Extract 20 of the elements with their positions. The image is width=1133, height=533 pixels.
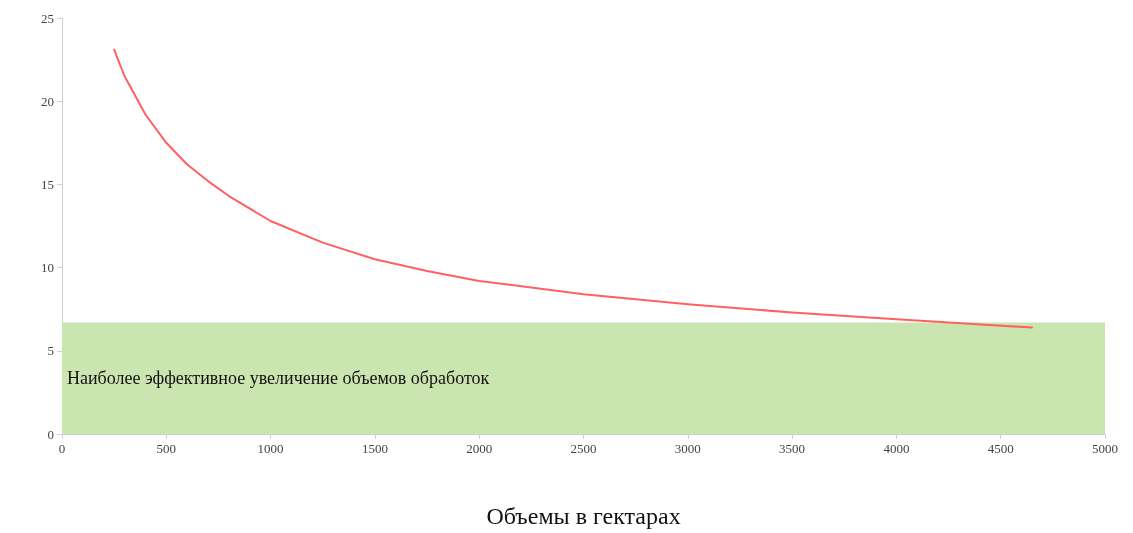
x-tick-label: 2000 (466, 441, 493, 456)
x-tick-label: 4000 (883, 441, 910, 456)
y-tick-label: 15 (41, 176, 54, 192)
x-tick-label: 3000 (674, 441, 701, 456)
x-tick-label: 1500 (361, 441, 388, 456)
x-tick-label: 1000 (257, 441, 284, 456)
x-tick-label: 4500 (987, 441, 1014, 456)
y-tick-label: 5 (47, 343, 54, 359)
x-tick-label: 3500 (779, 441, 806, 456)
x-tick-label: 2500 (570, 441, 597, 456)
y-tick-label: 20 (41, 93, 54, 109)
x-tick-label: 0 (58, 441, 66, 456)
y-tick-label: 10 (41, 260, 54, 276)
y-tick-label: 0 (47, 426, 54, 442)
band-label: Наиболее эффективное увеличение объемов обработок (67, 368, 490, 389)
y-tick-label: 25 (41, 10, 54, 26)
x-axis-title: Объемы в гектарах (486, 503, 681, 529)
x-tick-label: 5000 (1092, 441, 1118, 456)
line-series (113, 48, 1033, 329)
x-tick-label: 500 (156, 441, 177, 456)
